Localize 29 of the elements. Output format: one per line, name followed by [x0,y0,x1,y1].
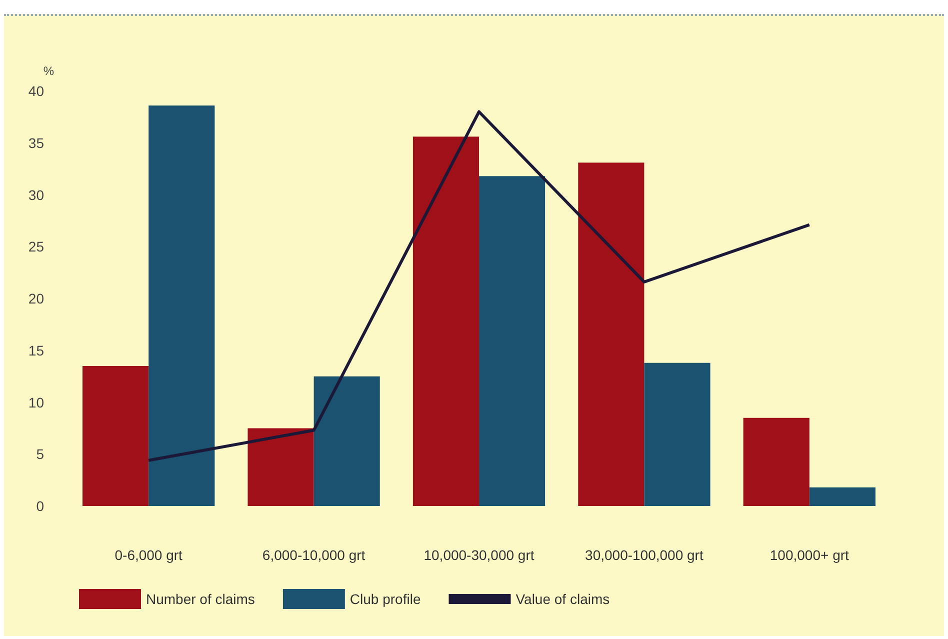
y-tick-label: 20 [28,290,44,306]
x-tick-label: 0-6,000 grt [114,547,183,563]
y-tick-label: 40 [28,83,44,99]
bar [809,487,876,506]
bar [743,418,810,506]
x-tick-label: 10,000-30,000 grt [424,547,534,563]
y-axis-title: % [43,64,54,78]
y-tick-label: 5 [36,446,44,462]
bar [644,362,710,506]
x-tick-label: 30,000-100,000 grt [585,547,704,563]
y-tick-label: 15 [28,342,44,358]
bar [248,428,314,506]
bar [148,106,215,506]
y-tick-label: 10 [28,394,44,410]
bar [314,376,380,506]
y-tick-label: 0 [36,498,44,514]
y-tick-label: 35 [28,134,44,151]
legend-label: Value of claims [516,591,610,607]
y-tick-label: 30 [28,186,44,203]
bar [578,162,644,506]
bar [412,136,479,506]
x-tick-label: 100,000+ grt [770,547,850,563]
bar [82,366,149,506]
y-tick-label: 25 [28,238,44,255]
legend-label: Number of claims [146,591,255,607]
line-series [147,110,811,462]
bar [479,176,546,506]
x-tick-label: 6,000-10,000 grt [262,547,366,563]
legend-label: Club profile [350,591,421,607]
